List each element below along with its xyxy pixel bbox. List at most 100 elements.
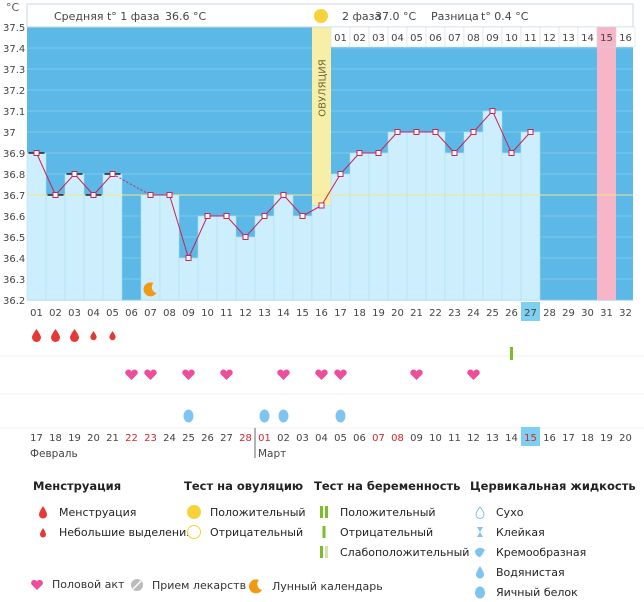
ovulation-positive-icon — [184, 504, 204, 520]
temperature-point — [185, 255, 192, 261]
cycle-day-label: 07 — [144, 308, 157, 319]
phase2-day-label: 11 — [524, 33, 537, 44]
cycle-day-label: 06 — [125, 308, 138, 319]
phase2-day-header: 01 02 03 04 05 06 07 08 09 10 11 12 13 14 15 16 — [330, 26, 636, 48]
temperature-bar — [102, 173, 123, 301]
temperature-segment — [55, 173, 75, 196]
cycle-day-label: 10 — [201, 308, 214, 319]
cycle-day-label: 12 — [239, 308, 252, 319]
temperature-segment — [492, 110, 512, 154]
phase1-label: Средняя t° 1 фаза — [54, 10, 160, 23]
phase2-day-label: 08 — [467, 33, 480, 44]
temperature-segment — [226, 215, 246, 238]
date-label: 08 — [391, 433, 404, 444]
phase2-day-label: 12 — [543, 33, 556, 44]
temperature-point — [299, 213, 306, 219]
y-tick-label: 36.4 — [3, 254, 25, 265]
pregnancy-negative-icon — [314, 525, 334, 539]
test-positive-icon — [510, 347, 513, 360]
y-tick-label: 37.2 — [3, 86, 25, 97]
y-tick-label: 37 — [3, 128, 16, 139]
egg-white-icon — [470, 585, 490, 599]
temperature-segment — [169, 194, 189, 259]
cycle-day-label: 02 — [49, 308, 62, 319]
legend-item: Положительный — [314, 502, 469, 522]
cycle-day-label: 16 — [315, 308, 328, 319]
phase2-day-label: 09 — [486, 33, 499, 44]
temperature-point — [71, 171, 78, 177]
date-label: 07 — [372, 433, 385, 444]
menstruation-heavy-icon — [51, 329, 60, 342]
legend-label: Кремообразная — [496, 545, 587, 559]
phase2-day-cell — [615, 26, 636, 48]
date-label: 20 — [87, 433, 100, 444]
watery-icon — [470, 565, 490, 579]
cycle-day-label: 04 — [87, 308, 100, 319]
moon-icon — [248, 578, 264, 594]
cycle-day-label: 25 — [486, 308, 499, 319]
legend-label: Отрицательный — [340, 525, 434, 539]
date-label: 22 — [125, 433, 138, 444]
cycle-day-label: 18 — [353, 308, 366, 319]
temperature-point — [527, 129, 534, 135]
legend-menstruation: Менструация Менструация Небольшие выделе… — [33, 479, 193, 542]
temperature-bar — [330, 173, 351, 301]
heart-icon — [315, 369, 328, 380]
cycle-day-label: 32 — [619, 308, 632, 319]
cycle-day-label: 11 — [220, 308, 233, 319]
heart-icon — [410, 369, 423, 380]
legend-label: Небольшие выделения — [59, 525, 193, 539]
legend-label: Прием лекарств — [152, 578, 247, 592]
date-label: 15 — [524, 433, 537, 444]
legend-lunar: Лунный календарь — [248, 578, 383, 594]
temperature-point — [242, 234, 249, 240]
temperature-bar — [520, 131, 541, 301]
date-label: 21 — [106, 433, 119, 444]
temperature-bar — [45, 194, 66, 301]
date-label: 16 — [543, 433, 556, 444]
cycle-day-label: 13 — [258, 308, 271, 319]
cycle-day-label: 19 — [372, 308, 385, 319]
temperature-point — [432, 129, 439, 135]
y-tick-label: 36.5 — [3, 233, 25, 244]
phase2-day-label: 04 — [391, 33, 404, 44]
legend-cervical-title: Цервикальная жидкость — [470, 479, 636, 493]
y-tick-label: 37.5 — [3, 23, 25, 34]
cycle-day-label: 20 — [391, 308, 404, 319]
cycle-day-label: 23 — [448, 308, 461, 319]
date-label: 01 — [258, 433, 271, 444]
legend-menstruation-title: Менструация — [33, 479, 122, 493]
temperature-bar — [501, 152, 522, 301]
temperature-bar — [159, 194, 180, 301]
month-labels: Февраль Март — [30, 428, 286, 460]
temperature-point — [223, 213, 230, 219]
pregnancy-weak-icon — [314, 545, 334, 559]
y-tick-label: 36.8 — [3, 170, 25, 181]
cycle-day-label: 28 — [543, 308, 556, 319]
temperature-bar — [349, 152, 370, 301]
day-markers — [0, 282, 644, 429]
date-labels: 17 18 19 20 21 22 23 24 25 26 27 28 01 02 03 04 05 06 07 08… — [30, 427, 632, 446]
ovulation-negative-icon — [184, 524, 204, 540]
phase2-day-label: 05 — [410, 33, 423, 44]
temperature-point — [508, 150, 515, 156]
legend-label: Отрицательный — [210, 525, 304, 539]
legend-item: Сухо — [470, 502, 636, 522]
pregnancy-positive-icon — [314, 505, 334, 519]
date-label: 27 — [220, 433, 233, 444]
moon-icon — [143, 282, 157, 297]
temperature-bar — [216, 215, 237, 301]
temperature-point — [90, 192, 97, 198]
temperature-point — [147, 192, 154, 198]
legend-label: Положительный — [340, 505, 436, 519]
temperature-point — [489, 108, 496, 114]
cycle-day-label: 05 — [106, 308, 119, 319]
egg-white-icon — [278, 409, 289, 423]
expected-period-band — [597, 27, 616, 300]
temperature-point — [337, 171, 344, 177]
date-label: 18 — [581, 433, 594, 444]
temperature-segment — [112, 173, 151, 196]
temperature-point — [33, 150, 40, 156]
temperature-point — [375, 150, 382, 156]
legend-label: Яичный белок — [496, 585, 578, 599]
